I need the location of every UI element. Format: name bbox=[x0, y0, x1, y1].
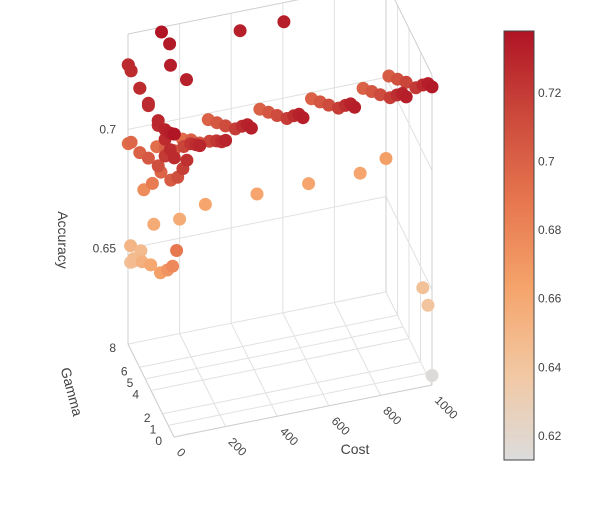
colorbar-tick-label: 0.66 bbox=[538, 292, 562, 306]
data-point bbox=[151, 114, 165, 128]
data-point bbox=[373, 88, 387, 102]
y-tick-label: 2 bbox=[144, 411, 151, 425]
y-tick-label: 8 bbox=[109, 341, 116, 355]
data-point bbox=[155, 25, 168, 39]
data-point bbox=[277, 15, 291, 29]
axis-title-cost: Cost bbox=[341, 441, 370, 457]
z-tick-label: 0.65 bbox=[93, 242, 117, 256]
z-tick-label: 0.7 bbox=[99, 122, 116, 136]
data-point bbox=[124, 64, 138, 78]
data-point bbox=[164, 58, 177, 72]
colorbar-tick-label: 0.64 bbox=[538, 360, 562, 374]
grid-line bbox=[168, 372, 427, 426]
data-point bbox=[219, 119, 232, 133]
data-point bbox=[425, 80, 439, 94]
data-point bbox=[270, 109, 284, 122]
x-tick-label: 800 bbox=[380, 404, 404, 428]
data-point bbox=[124, 239, 138, 253]
data-point bbox=[141, 151, 155, 165]
data-point bbox=[353, 166, 367, 180]
y-tick-label: 6 bbox=[121, 364, 128, 378]
data-point bbox=[416, 281, 430, 295]
x-tick-label: 0 bbox=[174, 445, 189, 460]
y-tick-label: 4 bbox=[132, 388, 139, 402]
y-tick-label: 5 bbox=[127, 376, 134, 390]
colorbar-tick-label: 0.7 bbox=[538, 154, 555, 168]
x-tick-label: 1000 bbox=[432, 393, 461, 422]
data-point bbox=[167, 127, 181, 141]
data-point bbox=[173, 212, 187, 226]
grid-line bbox=[162, 361, 421, 415]
data-point bbox=[379, 152, 393, 165]
axis-title-accuracy: Accuracy bbox=[55, 211, 71, 269]
data-point bbox=[421, 298, 435, 312]
data-point bbox=[166, 259, 180, 273]
data-point bbox=[144, 258, 158, 272]
colorbar-ticks: 0.62 0.64 0.66 0.68 0.7 0.72 bbox=[538, 86, 562, 443]
data-point bbox=[170, 244, 184, 257]
colorbar-tick-label: 0.72 bbox=[538, 86, 562, 100]
x-tick-label: 200 bbox=[225, 435, 249, 459]
data-point bbox=[124, 135, 138, 149]
axis-layer bbox=[127, 0, 433, 438]
data-point bbox=[145, 176, 159, 190]
data-point bbox=[425, 369, 439, 382]
grid-line bbox=[127, 291, 387, 345]
data-point bbox=[163, 37, 177, 51]
data-point bbox=[133, 81, 147, 95]
data-point bbox=[233, 24, 247, 38]
points-layer bbox=[121, 15, 439, 382]
y-tick-label: 1 bbox=[150, 422, 157, 436]
data-point bbox=[348, 100, 362, 114]
colorbar bbox=[503, 30, 535, 461]
data-point bbox=[180, 73, 193, 87]
data-point bbox=[167, 151, 181, 165]
axis-line bbox=[173, 384, 433, 438]
colorbar-tick-label: 0.68 bbox=[538, 223, 562, 237]
data-point bbox=[180, 153, 194, 167]
axis-line bbox=[394, 0, 433, 76]
data-point bbox=[250, 187, 264, 201]
colorbar-tick-label: 0.62 bbox=[538, 429, 562, 443]
data-point bbox=[302, 177, 316, 191]
grid-line bbox=[150, 338, 410, 391]
data-point bbox=[151, 159, 165, 173]
grid-line bbox=[139, 314, 398, 368]
data-point bbox=[399, 75, 413, 89]
data-point bbox=[244, 121, 258, 135]
data-point bbox=[198, 197, 212, 211]
data-point bbox=[193, 139, 207, 153]
data-point bbox=[296, 111, 310, 125]
data-point bbox=[322, 98, 336, 112]
x-tick-label: 400 bbox=[277, 424, 301, 448]
axis-title-gamma: Gamma bbox=[58, 366, 86, 418]
axis-line bbox=[127, 0, 300, 35]
data-point bbox=[219, 133, 233, 147]
axis-line bbox=[127, 343, 175, 438]
x-tick-label: 600 bbox=[329, 414, 353, 438]
y-tick-label: 0 bbox=[155, 434, 162, 448]
grid-line bbox=[145, 326, 404, 380]
data-point bbox=[399, 90, 413, 104]
data-point bbox=[147, 217, 161, 231]
data-point bbox=[141, 96, 155, 110]
